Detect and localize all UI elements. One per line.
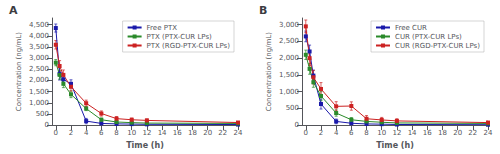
svg-text:500: 500 bbox=[286, 104, 299, 112]
svg-text:Time (h): Time (h) bbox=[126, 141, 164, 150]
svg-text:22: 22 bbox=[218, 129, 227, 137]
svg-text:20: 20 bbox=[453, 129, 462, 137]
svg-text:22: 22 bbox=[468, 129, 477, 137]
svg-text:4: 4 bbox=[334, 129, 339, 137]
svg-text:16: 16 bbox=[173, 129, 182, 137]
svg-text:Free CUR: Free CUR bbox=[395, 24, 427, 32]
svg-text:Time (h): Time (h) bbox=[376, 141, 414, 150]
svg-text:12: 12 bbox=[392, 129, 401, 137]
svg-text:Free PTX: Free PTX bbox=[147, 24, 178, 32]
svg-text:2,500: 2,500 bbox=[279, 37, 299, 45]
svg-text:24: 24 bbox=[234, 129, 243, 137]
svg-text:20: 20 bbox=[203, 129, 212, 137]
svg-text:CUR (RGD-PTX-CUR LPs): CUR (RGD-PTX-CUR LPs) bbox=[395, 42, 480, 50]
svg-text:0: 0 bbox=[304, 129, 308, 137]
svg-text:3,500: 3,500 bbox=[29, 43, 49, 51]
svg-text:A: A bbox=[9, 4, 18, 17]
svg-text:Concentration (ng/mL): Concentration (ng/mL) bbox=[265, 32, 273, 111]
svg-text:14: 14 bbox=[158, 129, 167, 137]
svg-text:1,000: 1,000 bbox=[29, 99, 49, 107]
svg-text:6: 6 bbox=[99, 129, 104, 137]
svg-text:8: 8 bbox=[114, 129, 118, 137]
svg-text:3,000: 3,000 bbox=[279, 21, 299, 29]
svg-text:18: 18 bbox=[438, 129, 447, 137]
svg-text:0: 0 bbox=[45, 121, 49, 129]
svg-text:4,000: 4,000 bbox=[29, 32, 49, 40]
svg-text:0: 0 bbox=[295, 121, 299, 129]
svg-text:PTX (PTX-CUR LPs): PTX (PTX-CUR LPs) bbox=[147, 33, 212, 41]
svg-text:18: 18 bbox=[188, 129, 197, 137]
svg-text:1,500: 1,500 bbox=[29, 88, 49, 96]
svg-text:B: B bbox=[259, 4, 267, 17]
svg-text:0: 0 bbox=[54, 129, 58, 137]
svg-text:3,000: 3,000 bbox=[29, 54, 49, 62]
svg-text:4: 4 bbox=[84, 129, 89, 137]
svg-text:16: 16 bbox=[423, 129, 432, 137]
svg-text:2: 2 bbox=[69, 129, 73, 137]
svg-text:2: 2 bbox=[319, 129, 323, 137]
svg-text:PTX (RGD-PTX-CUR LPs): PTX (RGD-PTX-CUR LPs) bbox=[147, 42, 231, 50]
svg-text:10: 10 bbox=[377, 129, 386, 137]
svg-text:1,000: 1,000 bbox=[279, 88, 299, 96]
svg-text:Concentration (ng/mL): Concentration (ng/mL) bbox=[15, 32, 23, 111]
svg-text:6: 6 bbox=[349, 129, 354, 137]
svg-text:4,500: 4,500 bbox=[29, 21, 49, 29]
svg-text:14: 14 bbox=[408, 129, 417, 137]
svg-text:8: 8 bbox=[364, 129, 368, 137]
svg-text:2,500: 2,500 bbox=[29, 65, 49, 73]
svg-text:12: 12 bbox=[142, 129, 151, 137]
svg-text:2,000: 2,000 bbox=[29, 76, 49, 84]
svg-text:1,500: 1,500 bbox=[279, 71, 299, 79]
svg-text:CUR (PTX-CUR LPs): CUR (PTX-CUR LPs) bbox=[395, 33, 462, 41]
svg-text:24: 24 bbox=[484, 129, 493, 137]
svg-text:2,000: 2,000 bbox=[279, 54, 299, 62]
svg-text:500: 500 bbox=[36, 110, 49, 118]
svg-text:10: 10 bbox=[127, 129, 136, 137]
